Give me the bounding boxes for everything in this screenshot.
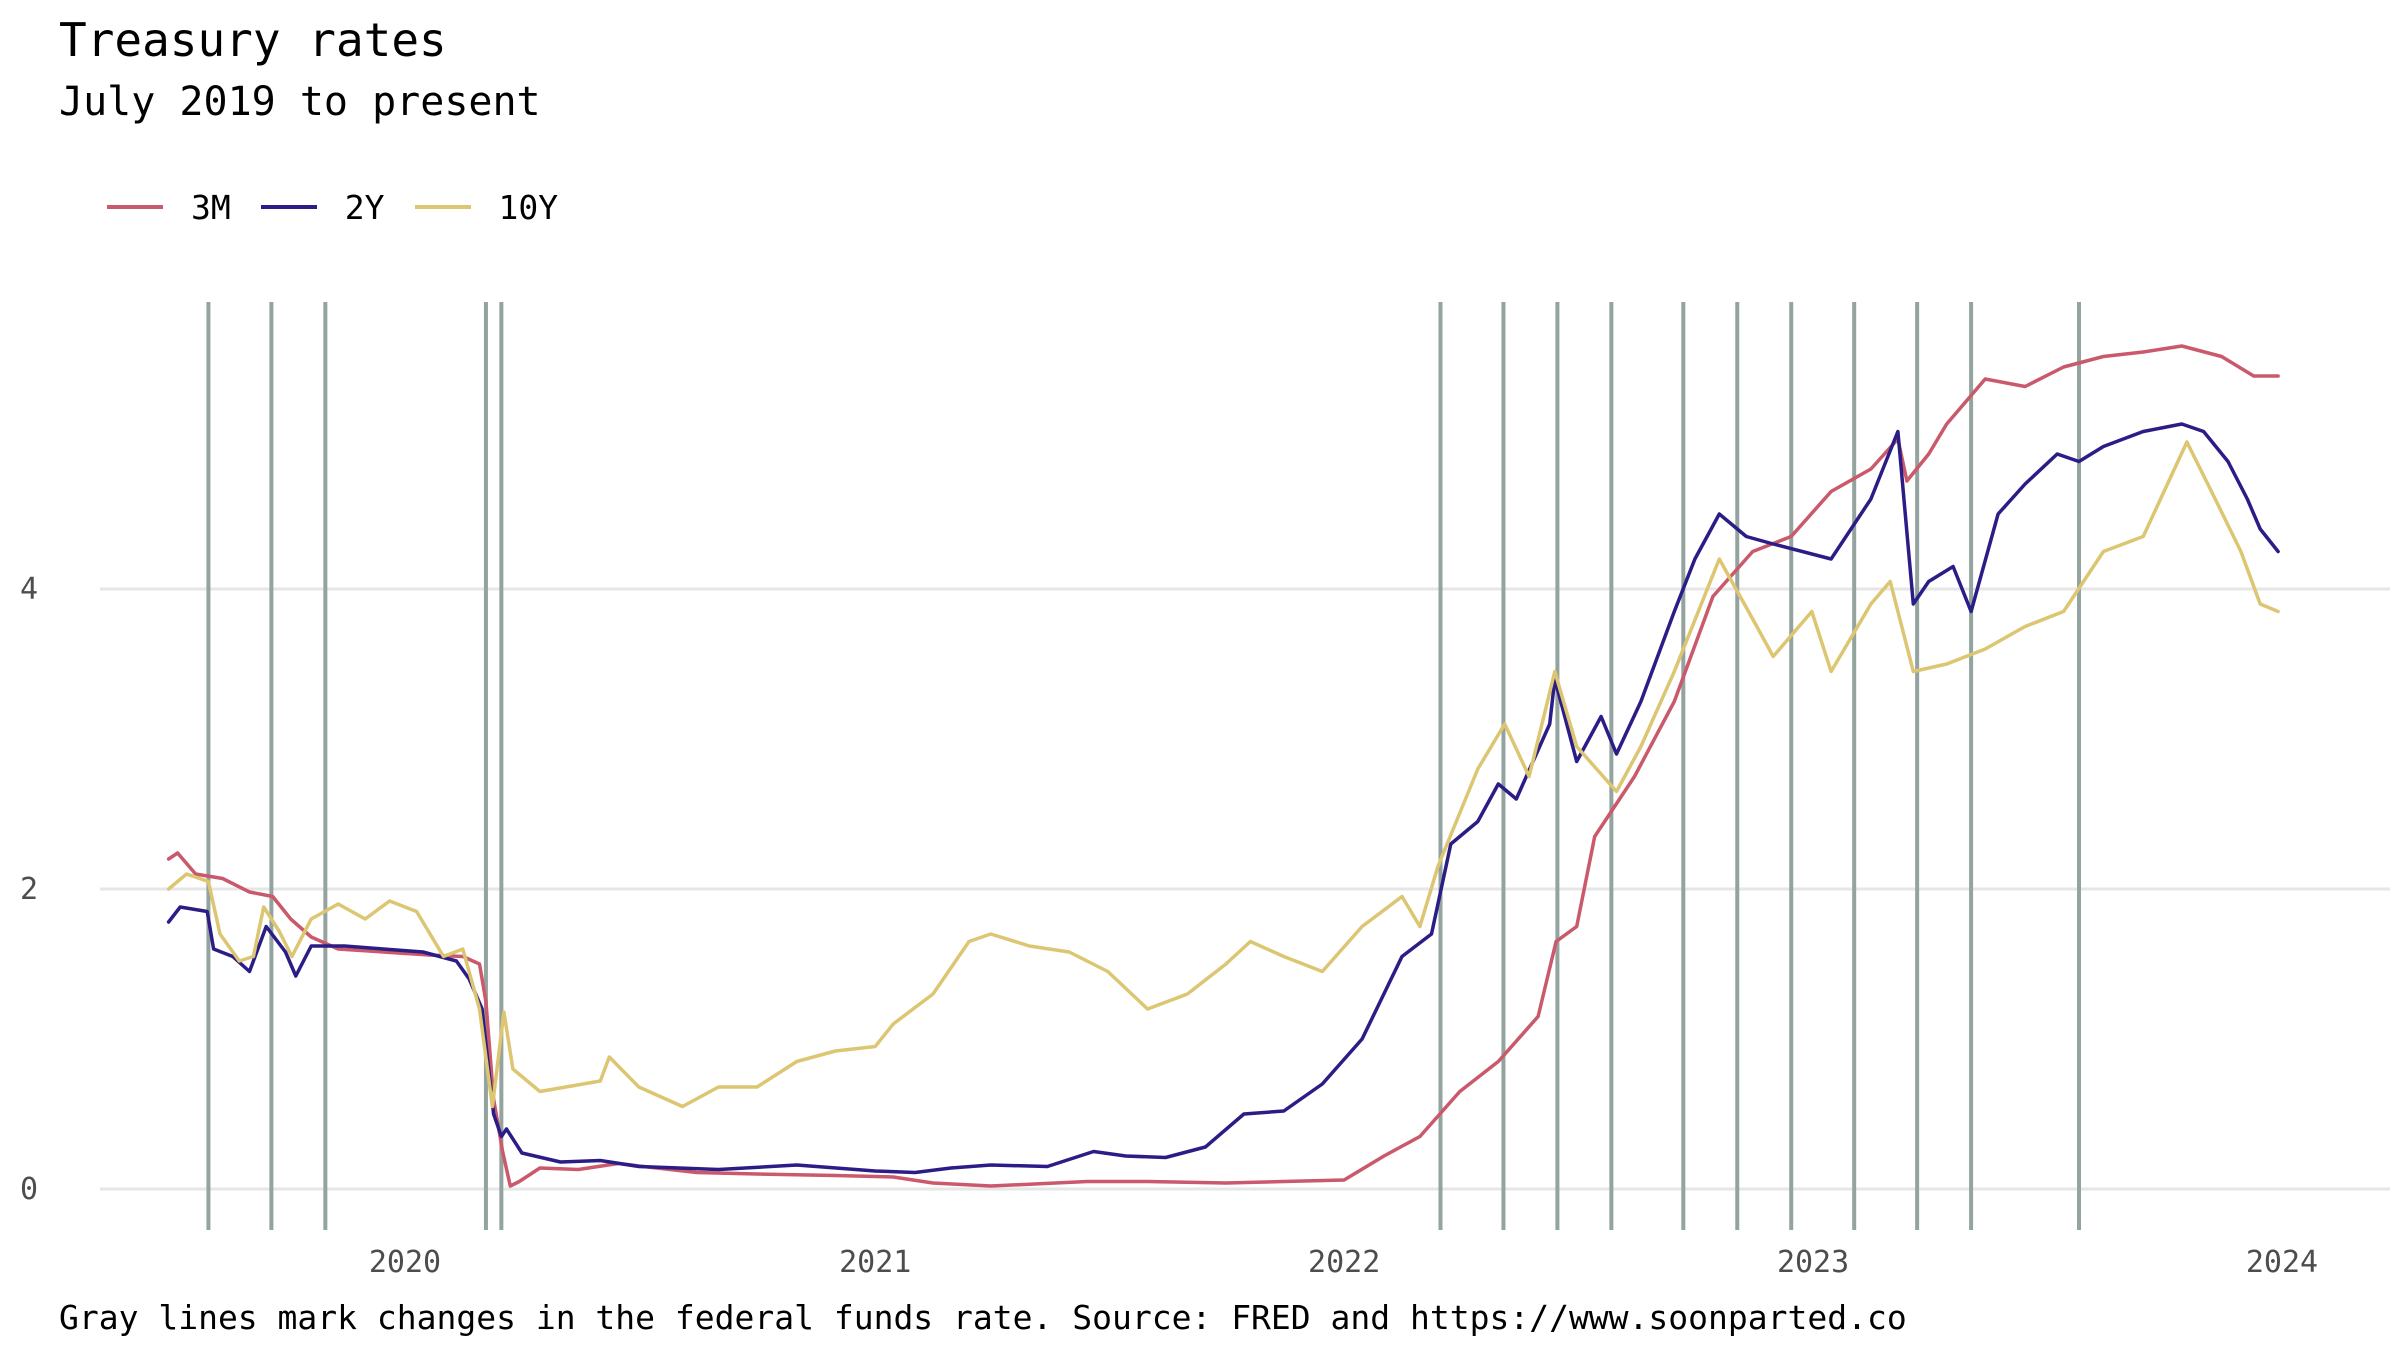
x-axis-ticks: 2020 2021 2022 2023 2024 (369, 1245, 2318, 1280)
y-axis-ticks: 0 2 4 (20, 572, 38, 1207)
y-tick-label-0: 0 (20, 1172, 38, 1207)
legend-item-2y: 2Y (260, 187, 385, 227)
legend-label-10y: 10Y (498, 187, 559, 227)
legend-swatch-10y (414, 205, 471, 209)
fed-rate-change-lines (206, 302, 2082, 1230)
series-line-2y (166, 422, 2280, 1175)
x-tick-label-2020: 2020 (369, 1245, 441, 1280)
legend-item-3m: 3M (107, 188, 231, 227)
x-tick-label-2024: 2024 (2246, 1245, 2318, 1280)
legend: 3M 2Y 10Y (107, 182, 588, 232)
legend-label-2y: 2Y (344, 187, 385, 227)
legend-item-10y: 10Y (414, 187, 559, 227)
x-tick-label-2021: 2021 (839, 1245, 911, 1280)
series-line-10y (166, 440, 2280, 1109)
x-tick-label-2023: 2023 (1777, 1245, 1849, 1280)
gridlines (100, 587, 2390, 1191)
series-lines (166, 344, 2280, 1188)
x-tick-label-2022: 2022 (1308, 1245, 1380, 1280)
chart-subtitle: July 2019 to present (59, 79, 541, 125)
y-tick-label-4: 4 (20, 572, 38, 607)
chart-caption: Gray lines mark changes in the federal f… (59, 1298, 1907, 1337)
legend-label-3m: 3M (191, 187, 231, 227)
legend-swatch-2y (260, 205, 317, 209)
chart-title: Treasury rates (59, 13, 447, 67)
legend-swatch-3m (107, 205, 163, 209)
y-tick-label-2: 2 (20, 872, 38, 907)
